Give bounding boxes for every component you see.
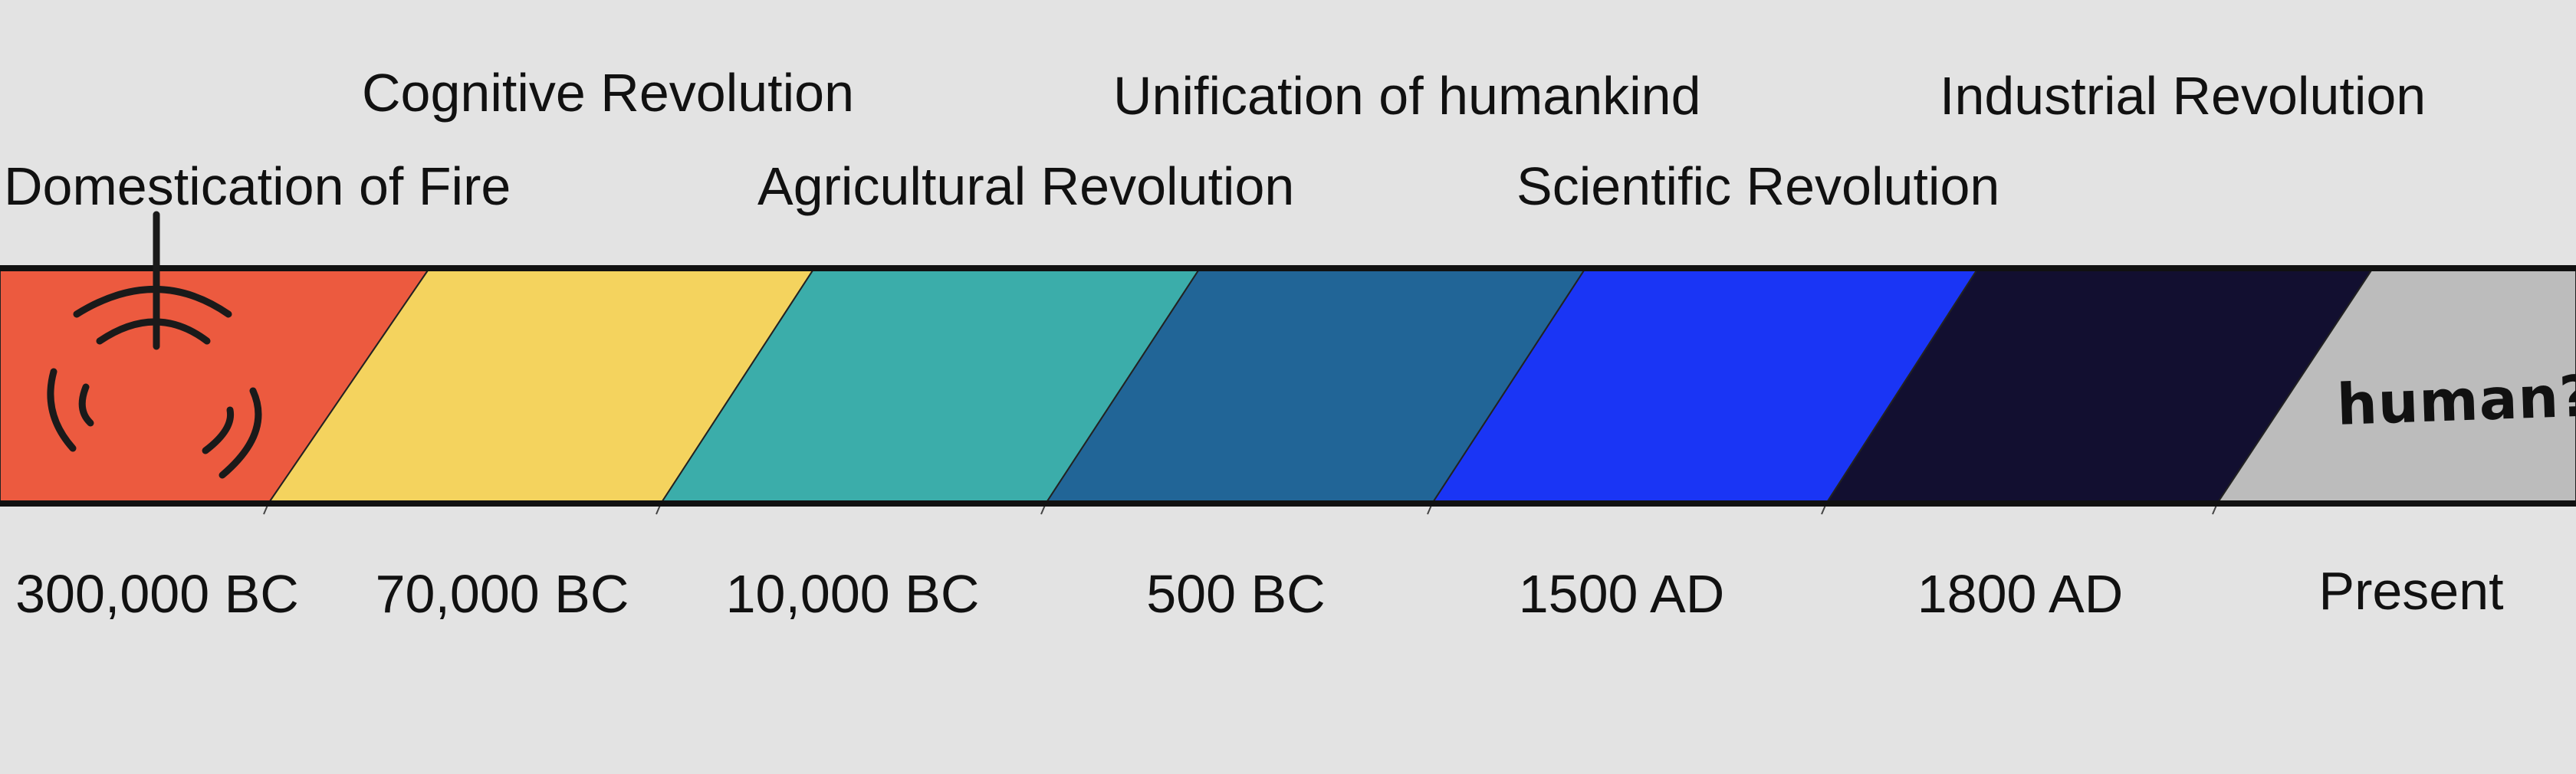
fire-icon	[47, 211, 262, 479]
era-event-label: Domestication of Fire	[4, 156, 511, 216]
era-date-label: 10,000 BC	[725, 564, 980, 624]
era-date-label: 70,000 BC	[375, 564, 629, 624]
era-date-label: 300,000 BC	[15, 564, 299, 624]
era-date-label: 1800 AD	[1917, 564, 2124, 624]
era-event-label: Industrial Revolution	[1940, 66, 2426, 126]
era-date-label: Present	[2318, 561, 2504, 621]
era-date-label: 500 BC	[1146, 564, 1326, 624]
era-event-label: Unification of humankind	[1113, 66, 1701, 126]
era-event-label: Agricultural Revolution	[757, 156, 1295, 216]
era-event-label: Cognitive Revolution	[362, 63, 855, 123]
present-note: human?	[2335, 363, 2576, 438]
era-date-label: 1500 AD	[1518, 564, 1725, 624]
era-event-label: Scientific Revolution	[1516, 156, 2000, 216]
